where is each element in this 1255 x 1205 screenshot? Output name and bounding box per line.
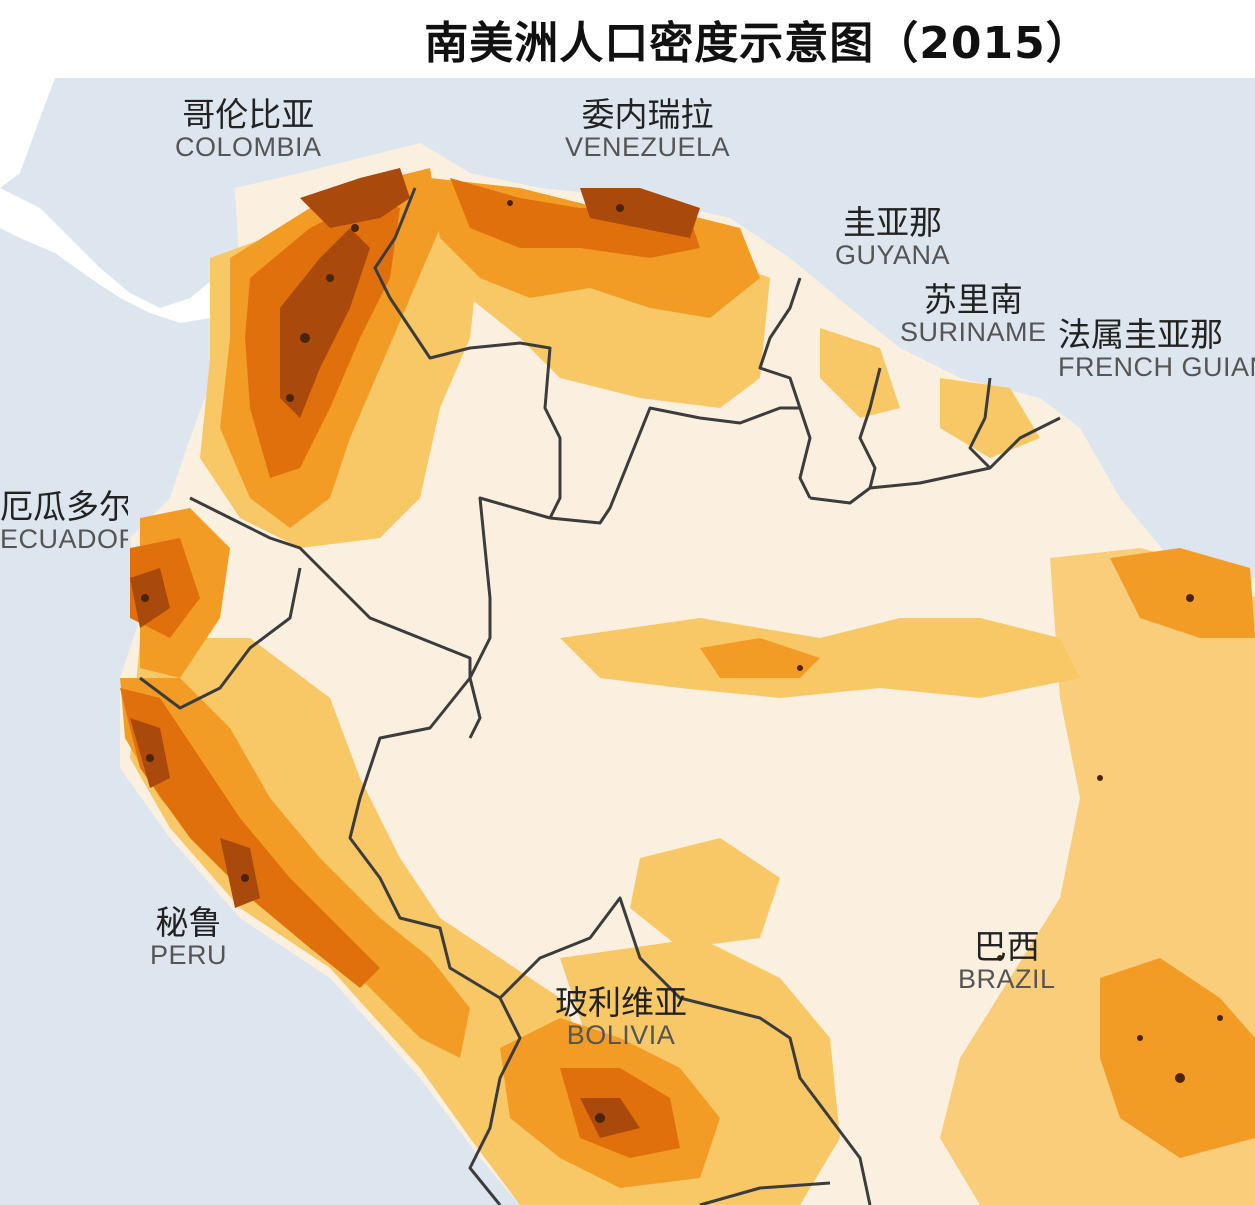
border-guyana-suriname: [858, 367, 882, 489]
label-suriname: 苏里南 SURINAME: [900, 280, 1047, 347]
country-borders: [139, 187, 1061, 1205]
border-guianas-brazil: [809, 416, 1061, 505]
label-suriname-zh: 苏里南: [923, 280, 1023, 319]
panama-land: [0, 188, 250, 323]
label-suriname-en: SURINAME: [900, 316, 1047, 347]
label-colombia-zh: 哥伦比亚: [182, 95, 315, 134]
border-bolivia-south: [699, 1181, 831, 1205]
label-peru-zh: 秘鲁: [155, 903, 222, 942]
label-venezuela: 委内瑞拉 VENEZUELA: [565, 95, 731, 162]
border-ecuador-peru: [139, 567, 302, 710]
label-brazil-en: BRAZIL: [958, 963, 1056, 994]
map-title: 南美洲人口密度示意图（2015）: [424, 18, 1091, 69]
density-layer-extreme: [141, 200, 1223, 1123]
label-bolivia-en: BOLIVIA: [566, 1019, 676, 1050]
label-colombia: 哥伦比亚 COLOMBIA: [175, 95, 322, 162]
label-bolivia-zh: 玻利维亚: [555, 983, 687, 1022]
label-guyana: 圭亚那 GUYANA: [835, 203, 951, 270]
label-bolivia: 玻利维亚 BOLIVIA: [555, 983, 687, 1050]
label-ecuador: 厄瓜多尔 ECUADOR: [0, 490, 128, 553]
label-colombia-en: COLOMBIA: [175, 131, 322, 162]
border-colombia-venezuela: [373, 187, 562, 519]
border-peru-brazil: [348, 677, 501, 1000]
label-brazil: 巴西 BRAZIL: [958, 927, 1056, 994]
border-venezuela-brazil: [549, 406, 800, 525]
border-colombia-ecuador: [189, 496, 332, 580]
label-french-guiana: 法属圭亚那 FRENCH GUIANA: [1058, 318, 1255, 381]
label-venezuela-en: VENEZUELA: [565, 131, 731, 162]
label-guyana-zh: 圭亚那: [843, 203, 943, 242]
label-french-guiana-zh: 法属圭亚那: [1058, 318, 1223, 354]
label-ecuador-zh: 厄瓜多尔: [0, 490, 128, 526]
border-bolivia-brazil: [498, 896, 872, 1205]
map-canvas: [0, 78, 1255, 1205]
label-guyana-en: GUYANA: [835, 239, 951, 270]
border-peru-bolivia: [468, 997, 522, 1205]
label-peru-en: PERU: [150, 939, 228, 970]
label-french-guiana-en: FRENCH GUIANA: [1058, 351, 1255, 381]
border-suriname-french-guiana: [968, 377, 992, 470]
label-venezuela-zh: 委内瑞拉: [581, 95, 714, 134]
central-america-land: [0, 78, 55, 188]
border-venezuela-guyana: [758, 277, 812, 499]
border-colombia-peru: [328, 576, 472, 678]
label-brazil-zh: 巴西: [973, 927, 1040, 966]
label-peru: 秘鲁 PERU: [150, 903, 228, 970]
border-colombia-brazil: [468, 496, 551, 739]
label-ecuador-en: ECUADOR: [0, 523, 128, 553]
density-layer-very-high: [130, 168, 700, 1138]
population-density-map: 哥伦比亚 COLOMBIA 委内瑞拉 VENEZUELA 圭亚那 GUYANA …: [0, 78, 1255, 1205]
